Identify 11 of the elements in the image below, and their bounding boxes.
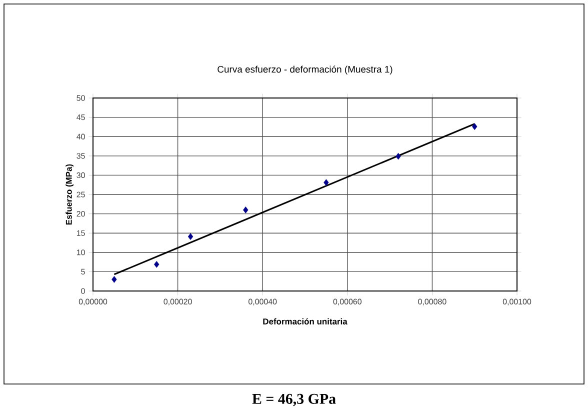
point xyxy=(472,123,478,130)
x-axis-title: Deformación unitaria xyxy=(263,318,348,324)
text: E = 46,3 GPa xyxy=(252,394,336,406)
point xyxy=(243,206,248,214)
point xyxy=(112,276,117,283)
point xyxy=(154,260,160,268)
point xyxy=(188,233,194,240)
point xyxy=(396,152,401,160)
chart-title: Curva esfuerzo - deformación (Muestra 1) xyxy=(218,66,392,75)
point xyxy=(324,179,329,186)
y-axis-title: Esfuerzo (MPa) xyxy=(66,164,74,225)
